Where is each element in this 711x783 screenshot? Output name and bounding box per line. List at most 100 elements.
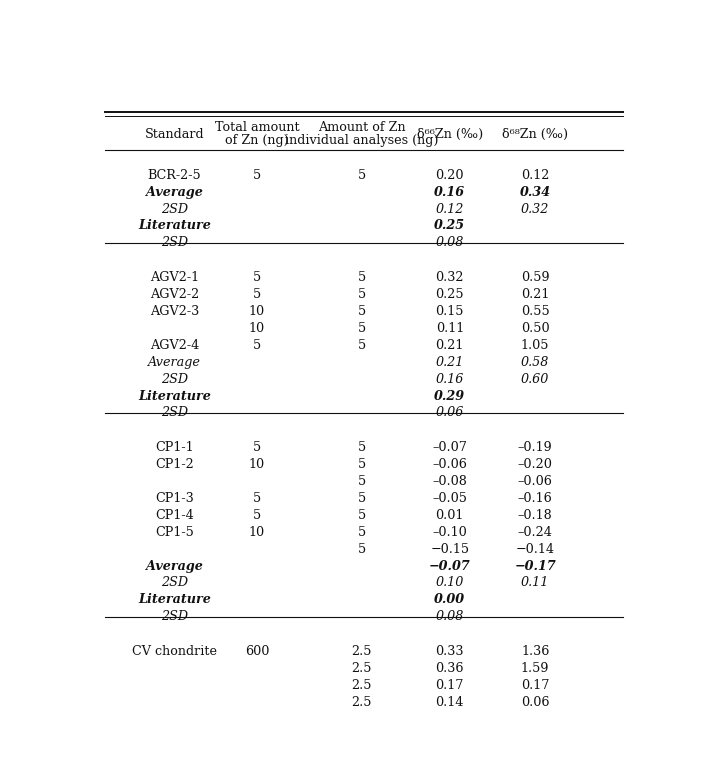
Text: 600: 600 (245, 645, 269, 659)
Text: –0.19: –0.19 (518, 442, 552, 454)
Text: 0.34: 0.34 (520, 186, 551, 199)
Text: −0.17: −0.17 (514, 560, 556, 572)
Text: 5: 5 (358, 442, 365, 454)
Text: 0.21: 0.21 (436, 339, 464, 352)
Text: Amount of Zn: Amount of Zn (318, 121, 405, 134)
Text: 10: 10 (249, 525, 265, 539)
Text: –0.16: –0.16 (518, 492, 552, 505)
Text: 0.12: 0.12 (521, 169, 550, 182)
Text: 5: 5 (358, 458, 365, 471)
Text: –0.05: –0.05 (432, 492, 467, 505)
Text: 2SD: 2SD (161, 610, 188, 623)
Text: −0.14: −0.14 (515, 543, 555, 556)
Text: CP1-1: CP1-1 (155, 442, 193, 454)
Text: Literature: Literature (138, 594, 210, 606)
Text: 5: 5 (358, 339, 365, 352)
Text: –0.20: –0.20 (518, 458, 552, 471)
Text: 0.36: 0.36 (436, 662, 464, 675)
Text: 0.08: 0.08 (436, 236, 464, 249)
Text: 5: 5 (253, 169, 261, 182)
Text: 1.05: 1.05 (521, 339, 550, 352)
Text: 5: 5 (358, 169, 365, 182)
Text: 0.10: 0.10 (436, 576, 464, 590)
Text: 1.36: 1.36 (521, 645, 550, 659)
Text: 5: 5 (253, 442, 261, 454)
Text: 5: 5 (358, 492, 365, 505)
Text: 0.29: 0.29 (434, 389, 466, 402)
Text: 0.32: 0.32 (436, 272, 464, 284)
Text: 5: 5 (253, 492, 261, 505)
Text: 2SD: 2SD (161, 406, 188, 420)
Text: AGV2-4: AGV2-4 (149, 339, 199, 352)
Text: 5: 5 (358, 272, 365, 284)
Text: 0.21: 0.21 (436, 355, 464, 369)
Text: 0.59: 0.59 (521, 272, 550, 284)
Text: BCR-2-5: BCR-2-5 (147, 169, 201, 182)
Text: 10: 10 (249, 458, 265, 471)
Text: 2SD: 2SD (161, 373, 188, 386)
Text: CV chondrite: CV chondrite (132, 645, 217, 659)
Text: 2.5: 2.5 (351, 645, 372, 659)
Text: CP1-3: CP1-3 (155, 492, 193, 505)
Text: Literature: Literature (138, 389, 210, 402)
Text: AGV2-1: AGV2-1 (150, 272, 199, 284)
Text: 0.25: 0.25 (434, 219, 466, 233)
Text: 0.12: 0.12 (436, 203, 464, 215)
Text: 0.01: 0.01 (436, 509, 464, 522)
Text: 2SD: 2SD (161, 576, 188, 590)
Text: –0.08: –0.08 (432, 475, 467, 488)
Text: 5: 5 (358, 543, 365, 556)
Text: 0.55: 0.55 (521, 305, 550, 318)
Text: 0.50: 0.50 (521, 322, 550, 335)
Text: 0.11: 0.11 (521, 576, 550, 590)
Text: 5: 5 (253, 339, 261, 352)
Text: 0.15: 0.15 (436, 305, 464, 318)
Text: 5: 5 (253, 288, 261, 301)
Text: –0.07: –0.07 (432, 442, 467, 454)
Text: –0.10: –0.10 (432, 525, 467, 539)
Text: Standard: Standard (144, 128, 204, 141)
Text: 5: 5 (358, 509, 365, 522)
Text: 5: 5 (358, 525, 365, 539)
Text: −0.07: −0.07 (429, 560, 471, 572)
Text: 0.06: 0.06 (521, 696, 550, 709)
Text: −0.15: −0.15 (430, 543, 469, 556)
Text: 2.5: 2.5 (351, 662, 372, 675)
Text: 0.16: 0.16 (434, 186, 466, 199)
Text: 0.25: 0.25 (435, 288, 464, 301)
Text: individual analyses (ng): individual analyses (ng) (285, 135, 439, 147)
Text: 5: 5 (358, 305, 365, 318)
Text: CP1-5: CP1-5 (155, 525, 193, 539)
Text: δ⁶⁶Zn (‰): δ⁶⁶Zn (‰) (417, 128, 483, 141)
Text: 0.11: 0.11 (436, 322, 464, 335)
Text: CP1-4: CP1-4 (155, 509, 193, 522)
Text: 0.06: 0.06 (436, 406, 464, 420)
Text: δ⁶⁸Zn (‰): δ⁶⁸Zn (‰) (502, 128, 568, 141)
Text: Average: Average (148, 355, 201, 369)
Text: 0.16: 0.16 (436, 373, 464, 386)
Text: 1.59: 1.59 (521, 662, 550, 675)
Text: CP1-2: CP1-2 (155, 458, 193, 471)
Text: AGV2-3: AGV2-3 (149, 305, 199, 318)
Text: 2SD: 2SD (161, 236, 188, 249)
Text: 0.32: 0.32 (521, 203, 550, 215)
Text: 5: 5 (253, 509, 261, 522)
Text: 0.17: 0.17 (521, 679, 550, 692)
Text: Average: Average (146, 186, 203, 199)
Text: 0.00: 0.00 (434, 594, 466, 606)
Text: 0.21: 0.21 (521, 288, 550, 301)
Text: 2SD: 2SD (161, 203, 188, 215)
Text: 2.5: 2.5 (351, 696, 372, 709)
Text: 0.33: 0.33 (436, 645, 464, 659)
Text: –0.24: –0.24 (518, 525, 552, 539)
Text: 0.20: 0.20 (436, 169, 464, 182)
Text: AGV2-2: AGV2-2 (149, 288, 199, 301)
Text: 0.17: 0.17 (436, 679, 464, 692)
Text: –0.18: –0.18 (518, 509, 552, 522)
Text: 0.08: 0.08 (436, 610, 464, 623)
Text: 0.14: 0.14 (436, 696, 464, 709)
Text: 10: 10 (249, 305, 265, 318)
Text: –0.06: –0.06 (518, 475, 552, 488)
Text: 5: 5 (358, 288, 365, 301)
Text: 5: 5 (358, 475, 365, 488)
